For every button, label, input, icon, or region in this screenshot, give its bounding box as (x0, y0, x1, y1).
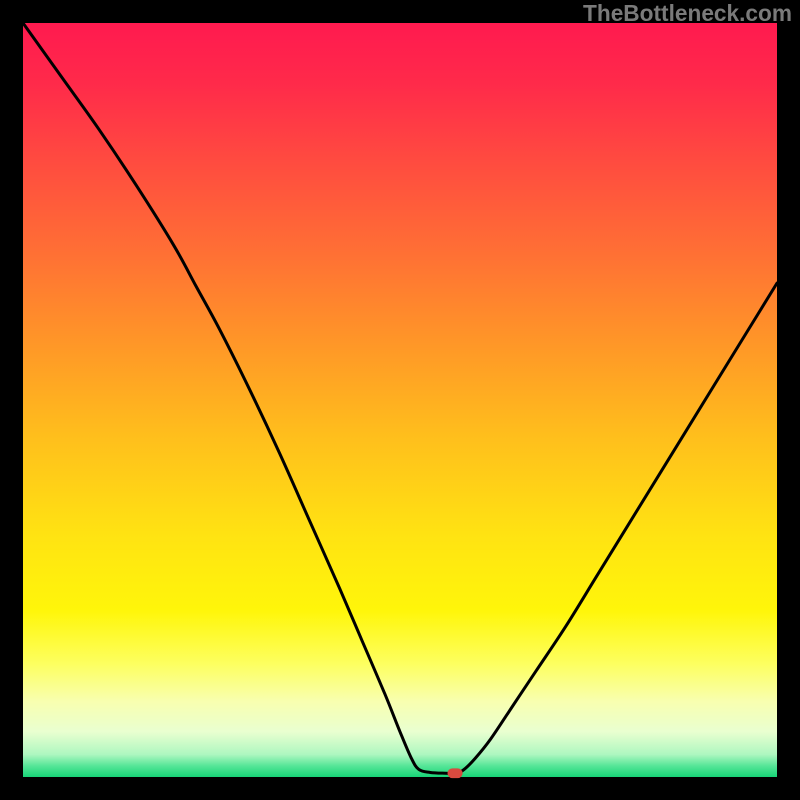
watermark-text: TheBottleneck.com (583, 0, 792, 27)
chart-stage: TheBottleneck.com (0, 0, 800, 800)
plot-background (23, 23, 777, 777)
optimal-point-marker (448, 768, 463, 778)
chart-svg (0, 0, 800, 800)
